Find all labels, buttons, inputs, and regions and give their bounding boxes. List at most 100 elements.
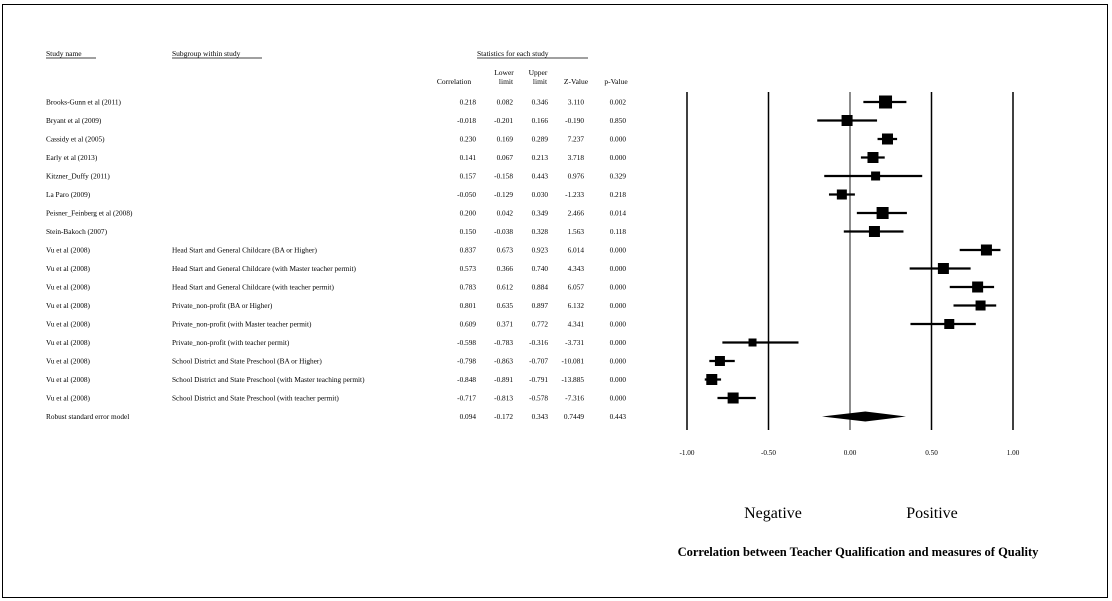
point-estimate <box>879 95 893 109</box>
lower-limit-value: -0.891 <box>494 375 513 384</box>
header-z-value: Z-Value <box>564 77 589 86</box>
study-name: Brooks-Gunn et al (2011) <box>46 98 121 107</box>
point-estimate <box>944 319 955 329</box>
z-value: 6.057 <box>568 283 585 292</box>
p-value: 0.118 <box>610 227 626 236</box>
lower-limit-value: 0.371 <box>497 320 514 329</box>
upper-limit-value: -0.316 <box>529 338 548 347</box>
study-name: La Paro (2009) <box>46 190 91 199</box>
study-name: Peisner_Feinberg et al (2008) <box>46 209 133 218</box>
correlation-value: -0.717 <box>457 394 476 403</box>
subgroup-name: School District and State Preschool (BA … <box>172 357 322 366</box>
negative-label: Negative <box>744 505 802 522</box>
correlation-value: 0.801 <box>460 301 477 310</box>
correlation-value: -0.050 <box>457 190 476 199</box>
z-value: 0.976 <box>568 172 585 181</box>
p-value: 0.002 <box>610 98 627 107</box>
point-estimate <box>868 226 880 237</box>
point-estimate <box>727 392 739 404</box>
p-value: 0.000 <box>610 153 627 162</box>
positive-label: Positive <box>906 505 958 522</box>
upper-limit-value: 0.289 <box>532 135 549 144</box>
correlation-value: -0.848 <box>457 375 476 384</box>
upper-limit-value: -0.707 <box>529 357 548 366</box>
subgroup-name: School District and State Preschool (wit… <box>172 375 365 384</box>
point-estimate <box>972 281 984 293</box>
correlation-value: 0.218 <box>460 98 477 107</box>
table-rows: Brooks-Gunn et al (2011) 0.218 0.082 0.346 3… <box>46 98 626 422</box>
z-value: 6.014 <box>568 246 585 255</box>
upper-limit-value: 0.213 <box>532 153 549 162</box>
p-value: 0.000 <box>610 375 627 384</box>
z-value: 3.110 <box>568 98 584 107</box>
z-value: 3.718 <box>568 153 585 162</box>
correlation-value: 0.150 <box>460 227 477 236</box>
upper-limit-value: 0.772 <box>532 320 549 329</box>
study-name: Stein-Bakoch (2007) <box>46 227 108 236</box>
summary-lower: -0.172 <box>494 412 513 421</box>
correlation-value: 0.141 <box>460 153 477 162</box>
lower-limit-value: -0.813 <box>494 394 513 403</box>
header-lower: Lower <box>494 68 514 77</box>
subgroup-name: Head Start and General Childcare (with M… <box>172 264 357 273</box>
upper-limit-value: 0.443 <box>532 172 549 181</box>
point-estimate <box>871 171 881 181</box>
z-value: 6.132 <box>568 301 585 310</box>
study-name: Vu et al (2008) <box>46 301 91 310</box>
upper-limit-value: 0.166 <box>532 116 549 125</box>
p-value: 0.000 <box>610 357 627 366</box>
subgroup-name: Private_non-profit (with Master teacher … <box>172 320 312 329</box>
point-estimate <box>714 356 725 366</box>
z-value: -7.316 <box>565 394 584 403</box>
point-estimate <box>706 374 718 385</box>
x-tick-label: 1.00 <box>1007 449 1020 457</box>
lower-limit-value: 0.169 <box>497 135 514 144</box>
summary-name: Robust standard error model <box>46 412 129 421</box>
header-upper-limit: limit <box>533 77 548 86</box>
subgroup-name: School District and State Preschool (wit… <box>172 394 339 403</box>
subgroup-name: Head Start and General Childcare (BA or … <box>172 246 317 255</box>
header-lower-limit: limit <box>499 77 514 86</box>
point-estimate <box>980 244 992 256</box>
summary-diamond <box>821 411 906 422</box>
z-value: 7.237 <box>568 135 585 144</box>
point-estimate <box>881 133 893 145</box>
point-estimate <box>836 189 847 200</box>
correlation-value: 0.157 <box>460 172 477 181</box>
study-name: Early et al (2013) <box>46 153 98 162</box>
lower-limit-value: -0.129 <box>494 190 513 199</box>
x-axis-title: Correlation between Teacher Qualificatio… <box>678 545 1040 559</box>
lower-limit-value: 0.635 <box>497 301 514 310</box>
z-value: -0.190 <box>565 116 584 125</box>
point-estimate <box>748 338 757 347</box>
correlation-value: -0.598 <box>457 338 476 347</box>
upper-limit-value: 0.897 <box>532 301 549 310</box>
correlation-value: 0.783 <box>460 283 477 292</box>
correlation-value: -0.018 <box>457 116 476 125</box>
upper-limit-value: 0.884 <box>532 283 549 292</box>
p-value: 0.000 <box>610 264 627 273</box>
upper-limit-value: -0.578 <box>529 394 548 403</box>
point-estimate <box>841 115 853 126</box>
p-value: 0.000 <box>610 135 627 144</box>
upper-limit-value: 0.349 <box>532 209 549 218</box>
x-tick-label: -0.50 <box>761 449 776 457</box>
z-value: -1.233 <box>565 190 584 199</box>
lower-limit-value: 0.612 <box>497 283 514 292</box>
p-value: 0.000 <box>610 320 627 329</box>
p-value: 0.000 <box>610 283 627 292</box>
correlation-value: 0.837 <box>460 246 477 255</box>
plot-area: -1.00 -0.50 0.00 0.50 1.00 <box>680 92 1020 457</box>
upper-limit-value: 0.346 <box>532 98 549 107</box>
study-name: Vu et al (2008) <box>46 357 91 366</box>
figure-frame <box>2 4 1108 598</box>
lower-limit-value: 0.042 <box>497 209 514 218</box>
lower-limit-value: 0.082 <box>497 98 514 107</box>
correlation-value: 0.230 <box>460 135 477 144</box>
study-name: Vu et al (2008) <box>46 320 91 329</box>
subgroup-name: Private_non-profit (with teacher permit) <box>172 338 290 347</box>
correlation-value: 0.573 <box>460 264 477 273</box>
lower-limit-value: -0.201 <box>494 116 513 125</box>
upper-limit-value: 0.923 <box>532 246 549 255</box>
